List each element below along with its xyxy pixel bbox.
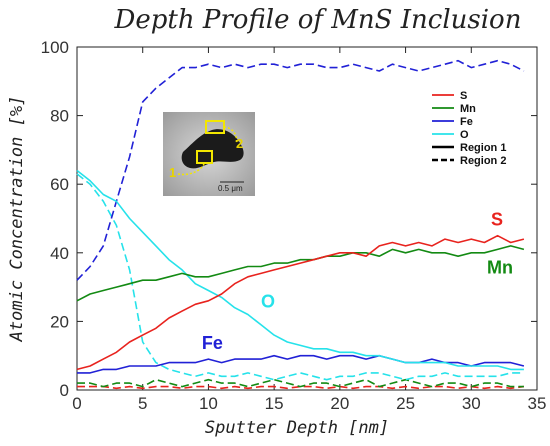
legend-label: Mn	[460, 103, 476, 115]
series-line-s-region-1	[76, 234, 525, 371]
x-tick-label: 0	[72, 394, 81, 413]
x-tick-label: 20	[330, 394, 349, 413]
inset-scale-label: 0.5 μm	[218, 184, 243, 193]
series-line-fe-region-2	[76, 59, 525, 281]
inset-region-2-path	[223, 126, 238, 145]
annotation-fe: Fe	[202, 333, 223, 353]
annotation-s: S	[491, 209, 503, 229]
x-tick-label: 30	[462, 394, 481, 413]
legend-label: S	[460, 90, 467, 102]
series-line-o-region-1	[76, 169, 524, 371]
x-tick-label: 25	[396, 394, 415, 413]
y-axis-label: Atomic Concentration [%]	[7, 96, 27, 343]
y-tick-label: 20	[50, 312, 69, 331]
axis-ticks: 0 5 10 15 20 25 30 35 0 20 40 60 80 100	[41, 38, 547, 413]
inset-region-1-label: 1	[169, 165, 176, 180]
x-tick-label: 10	[199, 394, 218, 413]
series-lines	[76, 59, 525, 390]
legend-label: Region 2	[460, 155, 506, 167]
annotation-mn: Mn	[487, 257, 513, 277]
series-line-fe-region-1	[77, 354, 525, 374]
x-tick-label: 15	[265, 394, 284, 413]
plot-area	[76, 46, 538, 391]
x-axis-label: Sputter Depth [nm]	[205, 418, 389, 438]
annotation-o: O	[261, 292, 275, 312]
inset-region-1-box	[196, 150, 213, 164]
chart-title: Depth Profile of MnS Inclusion	[114, 5, 522, 35]
series-line-mn-region-2	[77, 378, 524, 388]
x-tick-label: 5	[138, 394, 147, 413]
x-tick-label: 35	[528, 394, 547, 413]
inset-region-2-label: 2	[236, 136, 243, 151]
legend-label: Region 1	[460, 142, 506, 154]
y-tick-label: 80	[50, 107, 69, 126]
legend-label: Fe	[460, 116, 473, 128]
legend-label: O	[460, 129, 469, 141]
inset-sem-image: 1 2 0.5 μm	[163, 112, 255, 196]
plot-frame	[76, 46, 538, 391]
y-tick-label: 100	[41, 38, 69, 57]
y-tick-label: 0	[60, 381, 69, 400]
series-line-o-region-2	[76, 173, 524, 381]
annotations: S Mn O Fe	[202, 209, 513, 352]
y-tick-label: 60	[50, 175, 69, 194]
series-line-mn-region-1	[76, 245, 525, 302]
y-tick-label: 40	[50, 244, 69, 263]
series-line-s-region-2	[77, 385, 525, 390]
